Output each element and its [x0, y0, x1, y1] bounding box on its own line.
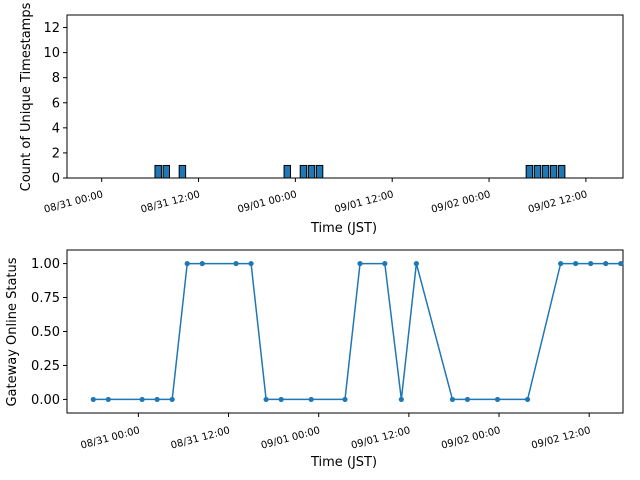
y-tick-label: 0	[52, 172, 60, 187]
line-chart-axes-frame	[66, 249, 624, 414]
line-chart-y-axis-label: Gateway Online Status	[5, 257, 20, 406]
y-tick-label: 0.75	[31, 291, 60, 306]
status-line	[93, 262, 621, 401]
status-point-17	[449, 396, 456, 403]
line-chart-x-axis-label: Time (JST)	[310, 455, 377, 470]
status-point-9	[263, 396, 269, 403]
status-point-11	[308, 396, 314, 403]
status-point-0	[90, 396, 96, 403]
status-point-4	[169, 396, 175, 403]
bar-6	[315, 164, 324, 179]
bar-chart-axes-frame	[66, 14, 624, 179]
x-tick-label: 09/01 00:00	[260, 425, 322, 451]
status-point-18	[464, 396, 471, 403]
status-point-2	[139, 396, 145, 403]
status-point-10	[278, 396, 284, 403]
y-tick-label: 0.50	[31, 325, 60, 340]
y-tick-label: 1.00	[31, 257, 60, 272]
status-point-21	[558, 260, 564, 267]
status-point-6	[199, 260, 205, 267]
bar-chart-x-ticks: 08/31 00:00 08/31 12:00 09/01 00:00 09/01 1…	[43, 178, 589, 216]
status-point-22	[573, 260, 579, 267]
y-tick-label: 0.25	[31, 359, 60, 374]
bar-10	[549, 164, 558, 179]
status-point-23	[588, 260, 594, 267]
y-tick-label: 8	[52, 71, 60, 86]
bar-4	[299, 164, 308, 179]
status-point-13	[357, 260, 363, 267]
line-chart-x-ticks: 08/31 00:00 08/31 12:00 09/01 00:00 09/01 1…	[80, 413, 592, 452]
x-tick-label: 09/02 12:00	[530, 425, 592, 451]
y-tick-label: 0.00	[31, 393, 60, 408]
status-point-25	[618, 260, 624, 267]
bar-5	[307, 164, 316, 179]
x-tick-label: 08/31 12:00	[170, 425, 232, 451]
bar-7	[525, 164, 534, 179]
line-chart-series	[90, 260, 624, 403]
status-point-12	[342, 396, 348, 403]
bar-chart-y-ticks: 0 2 4 6 8 10 12	[43, 21, 67, 187]
bar-8	[533, 164, 542, 179]
x-tick-label: 08/31 12:00	[140, 189, 202, 215]
status-point-7	[233, 260, 239, 267]
status-point-3	[154, 396, 160, 403]
status-point-19	[494, 396, 501, 403]
y-tick-label: 4	[52, 121, 60, 136]
bar-3	[283, 164, 292, 179]
bar-0	[154, 164, 162, 179]
x-tick-label: 08/31 00:00	[80, 425, 142, 451]
status-point-24	[603, 260, 609, 267]
bar-11	[557, 164, 566, 179]
bar-chart-y-axis-label: Count of Unique Timestamps	[19, 2, 34, 191]
line-chart-y-ticks: 0.00 0.25 0.50 0.75 1.00	[31, 257, 67, 408]
bar-chart-panel: 0 2 4 6 8 10 12 08/31 00:00 08/31 12:00 09/01 00…	[19, 2, 624, 236]
status-point-5	[184, 260, 190, 267]
x-tick-label: 08/31 00:00	[43, 189, 105, 215]
status-point-16	[413, 260, 419, 267]
y-tick-label: 10	[43, 46, 60, 61]
bar-1	[162, 164, 170, 179]
status-point-8	[248, 260, 254, 267]
x-tick-label: 09/02 00:00	[430, 189, 492, 215]
bar-chart-x-axis-label: Time (JST)	[310, 221, 377, 236]
bar-2	[178, 164, 187, 179]
x-tick-label: 09/01 12:00	[350, 425, 412, 451]
bar-chart-bars	[154, 164, 566, 179]
x-tick-label: 09/02 00:00	[440, 425, 502, 451]
status-point-1	[105, 396, 111, 403]
bar-9	[541, 164, 550, 179]
x-tick-label: 09/02 12:00	[527, 189, 589, 215]
line-chart-panel: 0.00 0.25 0.50 0.75 1.00 08/31 00:00 08/31 12…	[5, 249, 624, 470]
status-point-15	[398, 396, 404, 403]
status-point-20	[524, 396, 531, 403]
y-tick-label: 6	[52, 96, 60, 111]
y-tick-label: 12	[43, 21, 60, 36]
x-tick-label: 09/01 12:00	[333, 189, 395, 215]
x-tick-label: 09/01 00:00	[237, 189, 299, 215]
y-tick-label: 2	[52, 146, 60, 161]
status-point-14	[382, 260, 388, 267]
